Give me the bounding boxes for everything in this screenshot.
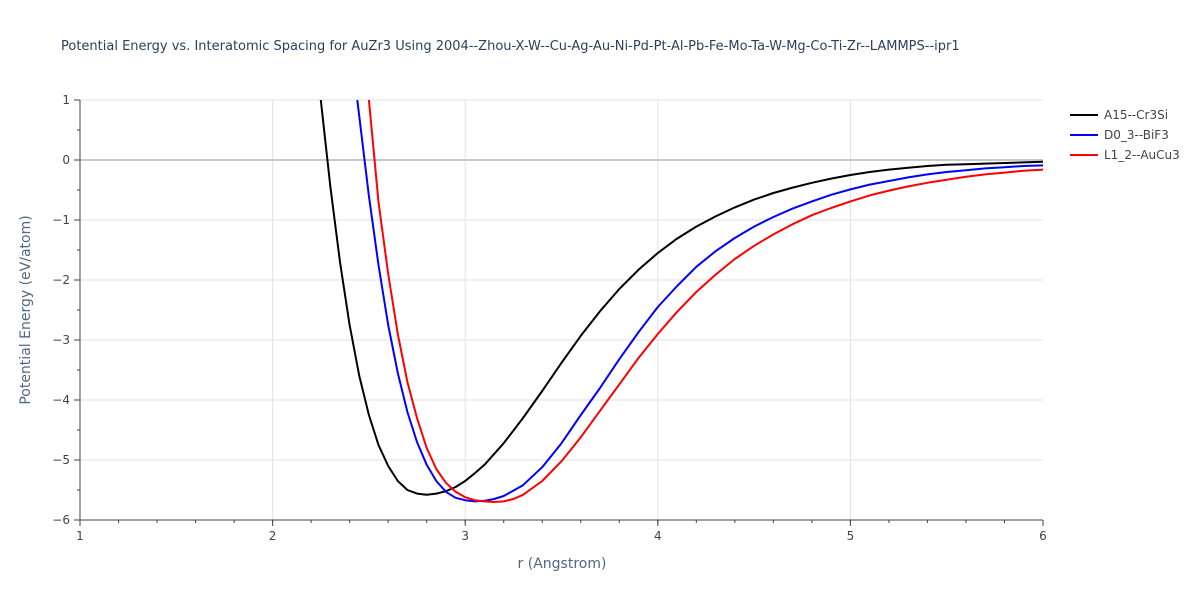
legend-item[interactable]: A15--Cr3Si: [1070, 108, 1168, 122]
x-tick-label: 3: [461, 529, 469, 543]
y-tick-label: −6: [52, 513, 70, 527]
y-tick-label: −5: [52, 453, 70, 467]
series-line-d0-3-bif3: [356, 100, 1043, 503]
legend-item[interactable]: D0_3--BiF3: [1070, 128, 1169, 142]
y-axis-title: Potential Energy (eV/atom): [18, 215, 34, 404]
x-tick-label: 6: [1039, 529, 1047, 543]
legend-label: L1_2--AuCu3: [1104, 148, 1180, 162]
y-tick-label: −1: [52, 213, 70, 227]
chart-title: Potential Energy vs. Interatomic Spacing…: [61, 39, 960, 54]
legend[interactable]: A15--Cr3Si D0_3--BiF3 L1_2--AuCu3: [1070, 108, 1180, 162]
y-tick-label: −4: [52, 393, 70, 407]
x-tick-label: 4: [654, 529, 662, 543]
x-tick-label: 5: [847, 529, 855, 543]
plot-area: [319, 100, 1043, 503]
legend-label: A15--Cr3Si: [1104, 108, 1168, 122]
legend-label: D0_3--BiF3: [1104, 128, 1169, 142]
y-tick-label: −3: [52, 333, 70, 347]
x-tick-label: 1: [76, 529, 84, 543]
y-tick-label: 0: [62, 153, 70, 167]
x-axis-title: r (Angstrom): [518, 556, 607, 572]
legend-item[interactable]: L1_2--AuCu3: [1070, 148, 1180, 162]
y-tick-label: −2: [52, 273, 70, 287]
series-layer: [319, 100, 1043, 503]
x-tick-label: 2: [269, 529, 277, 543]
gridlines: [80, 99, 1043, 520]
series-line-l1-2-aucu3: [367, 100, 1043, 503]
y-tick-label: 1: [62, 93, 70, 107]
y-tick-labels: 1 0 −1 −2 −3 −4 −5 −6: [52, 93, 70, 527]
axes: [74, 99, 1044, 526]
x-tick-labels: 1 2 3 4 5 6: [76, 529, 1047, 543]
series-line-a15-cr3si: [319, 100, 1043, 496]
